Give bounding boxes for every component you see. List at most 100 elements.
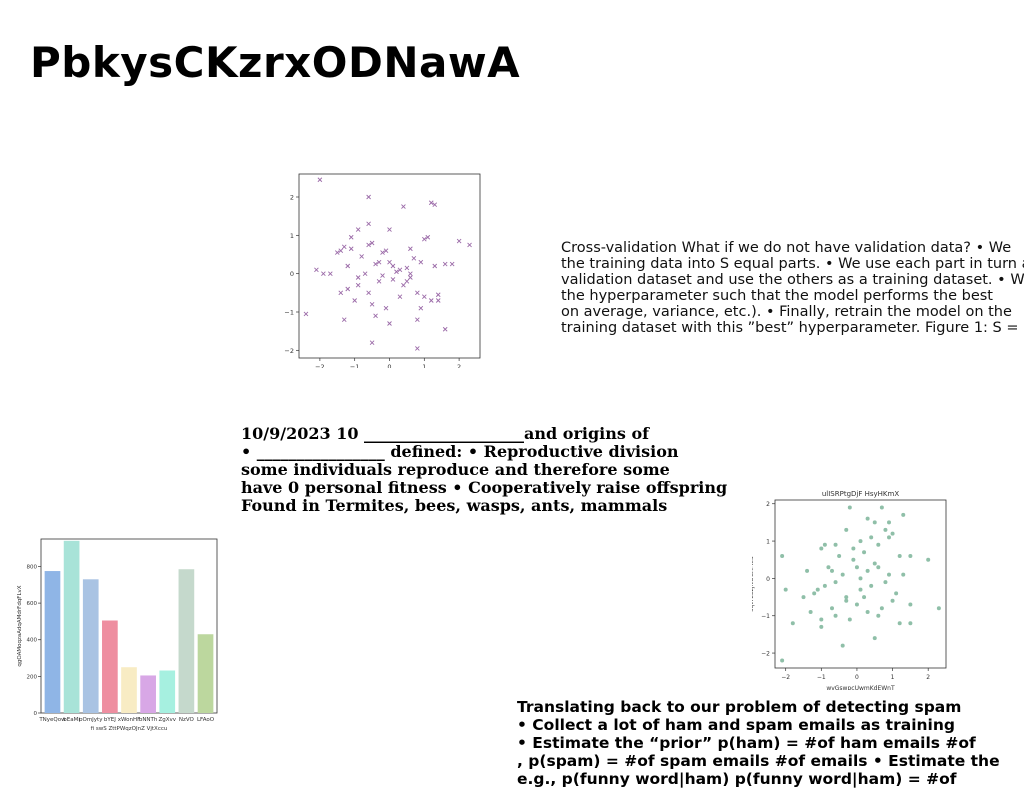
- scatter-point: [822, 542, 827, 547]
- scatter-point: [345, 263, 351, 269]
- x-tick-label: −2: [315, 363, 325, 368]
- text-line: on average, variance, etc.). • Finally, …: [561, 304, 1012, 320]
- scatter-point: [936, 606, 941, 611]
- scatter-point: [879, 505, 884, 510]
- scatter-point: [833, 542, 838, 547]
- x-tick-label: TNyeQow: [38, 717, 66, 723]
- scatter-point: [338, 290, 344, 296]
- scatter-point: [833, 613, 838, 618]
- x-tick-label: bYEJ: [104, 717, 116, 723]
- scatter-point: [415, 317, 420, 322]
- scatter-point: [435, 298, 441, 303]
- scatter-point: [854, 602, 859, 607]
- scatter-point: [408, 246, 413, 252]
- y-tick-label: 0: [290, 270, 294, 278]
- scatter-point: [908, 621, 913, 626]
- scatter-point: [876, 565, 881, 570]
- y-tick-label: 800: [27, 564, 38, 570]
- scatter-point: [908, 602, 913, 607]
- x-tick-label: 0: [855, 674, 859, 681]
- scatter-point: [819, 546, 824, 551]
- spam-detection-text: Translating back to our problem of detec…: [517, 698, 1000, 788]
- y-tick-label: 400: [27, 638, 38, 644]
- plot-frame: [298, 173, 481, 359]
- scatter-point: [366, 290, 371, 296]
- scatter-point: [879, 606, 884, 611]
- x-axis-label: wvGswpcUwmKdEWnT: [826, 685, 895, 690]
- x-tick-label: bEaMi: [63, 717, 80, 723]
- scatter-point: [449, 261, 455, 267]
- x-tick-label: 1: [891, 674, 895, 681]
- scatter-point: [380, 273, 385, 278]
- scatter-point: [373, 261, 378, 267]
- scatter-point: [345, 286, 351, 292]
- x-tick-label: 2: [457, 363, 461, 368]
- scatter-point: [894, 591, 899, 596]
- y-axis-label: sqvrLCzjNOCXMed: [752, 556, 755, 612]
- scatter-point: [397, 294, 403, 299]
- text-line: the training data into S equal parts. • …: [561, 256, 1024, 272]
- eusociality-text: 10/9/2023 10 ____________________and ori…: [241, 425, 727, 515]
- bar: [82, 579, 99, 713]
- x-tick-label: NzVO: [179, 717, 195, 723]
- scatter-point: [442, 326, 448, 332]
- scatter-point: [411, 256, 417, 261]
- scatter-point: [883, 527, 888, 532]
- text-line: validation dataset and use the others as…: [561, 272, 1024, 288]
- scatter-point: [854, 565, 859, 570]
- scatter-point: [901, 512, 906, 517]
- scatter-point: [840, 572, 845, 577]
- scatter-point: [819, 617, 824, 622]
- chart-title: ulISRPtgDjF HsyHKmX: [822, 490, 899, 498]
- scatter-point: [317, 177, 323, 183]
- scatter-point: [432, 263, 438, 269]
- scatter-plot-x-markers: −2 −1 0 1 2 −2 −1 0 1 2: [284, 173, 481, 368]
- scatter-point: [387, 227, 392, 232]
- scatter-point: [858, 587, 863, 592]
- scatter-point: [890, 598, 895, 603]
- text-line: Cross-validation What if we do not have …: [561, 240, 1012, 256]
- scatter-point: [887, 535, 891, 540]
- scatter-point: [467, 242, 472, 248]
- scatter-point: [844, 595, 849, 600]
- x-tick-label: 0: [387, 363, 391, 368]
- scatter-point: [926, 557, 931, 562]
- scatter-point: [328, 271, 333, 276]
- scatter-point: [383, 305, 389, 311]
- scatter-point: [352, 298, 358, 303]
- scatter-point: [897, 554, 902, 558]
- scatter-point: [887, 572, 891, 577]
- y-tick-label: 0: [766, 576, 770, 583]
- text-line: Found in Termites, bees, wasps, ants, ma…: [241, 496, 668, 515]
- bar: [140, 675, 156, 713]
- scatter-point: [376, 259, 382, 265]
- scatter-point: [394, 269, 399, 275]
- y-tick-label: −2: [284, 347, 294, 355]
- scatter-point: [908, 554, 913, 558]
- scatter-point: [897, 621, 902, 626]
- y-tick-label: 0: [34, 711, 38, 717]
- scatter-point: [404, 265, 410, 271]
- scatter-point: [876, 613, 881, 618]
- y-tick-label: 2: [766, 501, 770, 508]
- text-line: have 0 personal fitness • Cooperatively …: [241, 478, 728, 497]
- scatter-point: [812, 591, 817, 596]
- scatter-point: [815, 587, 820, 592]
- x-tick-label: LFAoO: [197, 717, 215, 723]
- scatter-point: [869, 583, 874, 588]
- scatter-point: [844, 598, 849, 603]
- x-tick-label: −1: [350, 363, 360, 368]
- scatter-point: [876, 542, 881, 547]
- scatter-point: [366, 221, 371, 227]
- scatter-point: [355, 227, 361, 232]
- scatter-point: [376, 279, 382, 284]
- x-tick-label: xWonHF: [118, 717, 141, 723]
- x-tick-label: −2: [781, 674, 790, 681]
- bar: [121, 667, 137, 713]
- scatter-point: [790, 621, 795, 626]
- scatter-point: [415, 290, 420, 296]
- scatter-plot-dots: −2 −1 0 1 2 −2 −1 0 1 2 ulISRPtgDjF HsyHKmX wvGswpc…: [752, 490, 947, 690]
- bar: [102, 620, 118, 713]
- scatter-point: [851, 557, 856, 562]
- scatter-point: [321, 271, 326, 276]
